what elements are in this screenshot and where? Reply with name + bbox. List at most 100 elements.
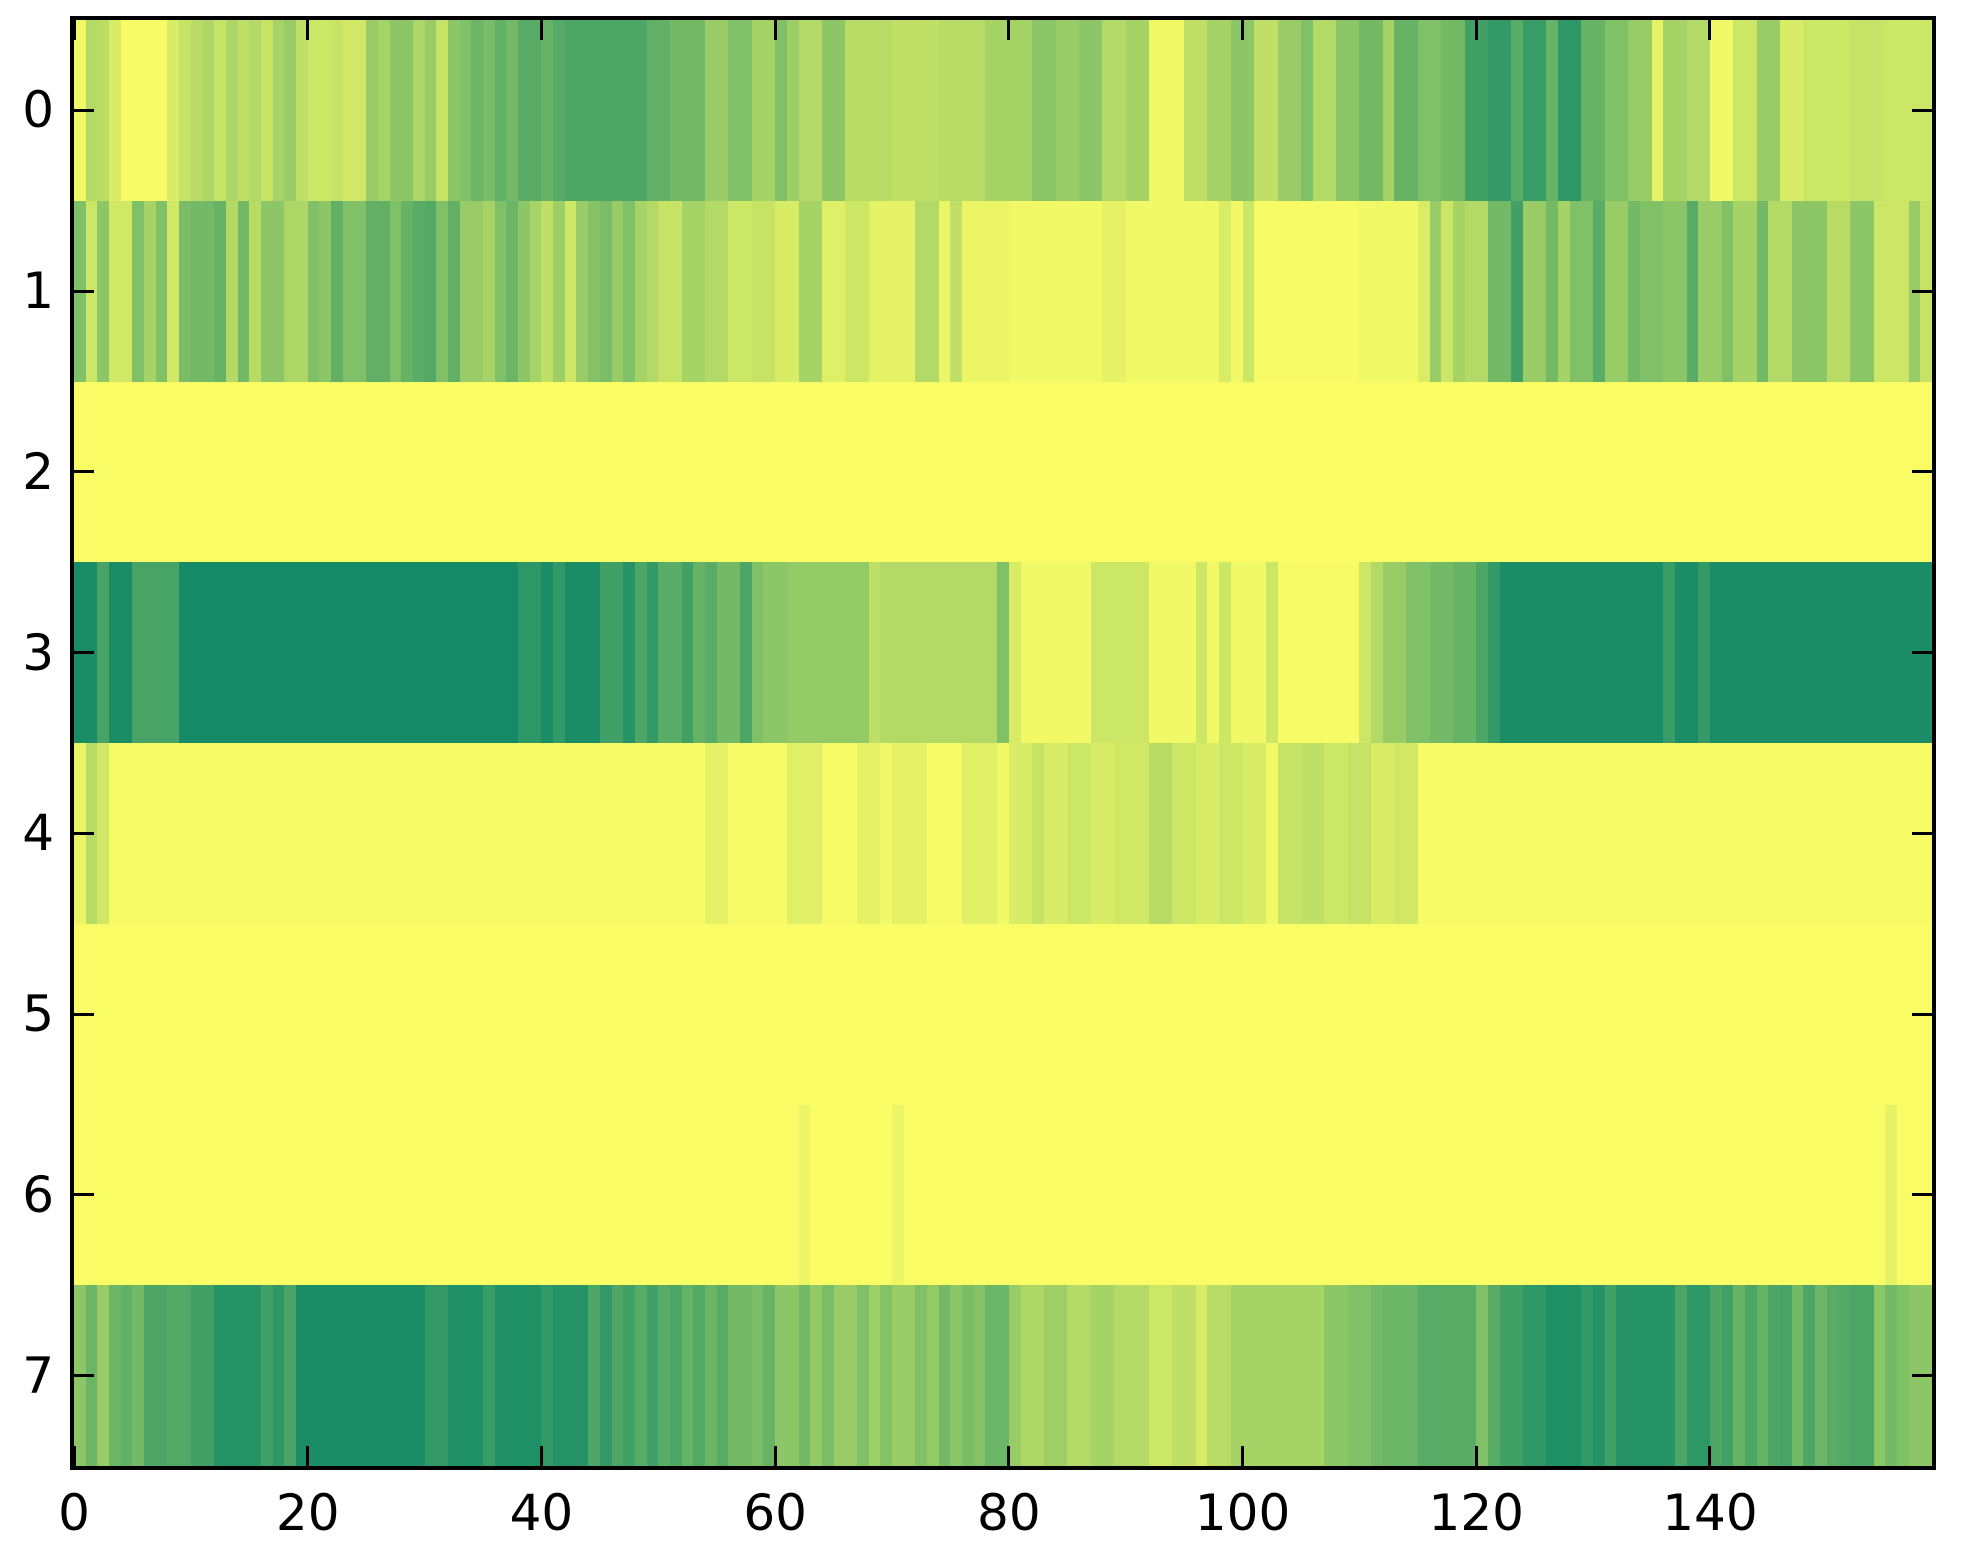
heatmap-cell-segment [366, 200, 391, 383]
heatmap-cell-segment [179, 200, 192, 383]
heatmap-cell-segment [109, 200, 134, 383]
heatmap-cell-segment [623, 1285, 636, 1466]
heatmap-row-4 [74, 743, 1932, 925]
heatmap-cell-segment [553, 20, 566, 202]
x-tick-bottom [1007, 1446, 1011, 1466]
heatmap-cell-segment [1815, 1285, 1828, 1466]
heatmap-cell-segment [167, 1285, 192, 1466]
heatmap-cell-segment [891, 20, 940, 202]
heatmap-cell-segment [459, 200, 484, 383]
heatmap-cell-segment [1663, 20, 1688, 202]
heatmap-cell-segment [1008, 20, 1034, 202]
heatmap-cell-segment [447, 200, 461, 383]
heatmap-cell-segment [786, 562, 870, 744]
heatmap-cell-segment [342, 20, 368, 202]
heatmap-cell-segment [681, 200, 706, 383]
heatmap-cell-segment [1593, 1285, 1606, 1466]
heatmap-cell-segment [214, 200, 227, 383]
heatmap-cell-segment [1406, 562, 1431, 744]
heatmap-cell-segment [1149, 562, 1197, 744]
heatmap-cell-segment [342, 200, 368, 383]
heatmap-cell-segment [646, 200, 660, 383]
axis-ticks-layer [74, 20, 1932, 1466]
heatmap-cell-segment [97, 562, 111, 744]
heatmap-cell-segment [1429, 200, 1443, 383]
heatmap-cell-segment [553, 1285, 590, 1466]
heatmap-cell-segment [576, 200, 590, 383]
heatmap-cell-segment [634, 200, 648, 383]
heatmap-cell-segment [237, 200, 251, 383]
heatmap-cell-segment [482, 200, 496, 383]
heatmap-cell-segment [1546, 20, 1560, 202]
heatmap-cell-segment [705, 562, 718, 744]
heatmap-row-7 [74, 1285, 1932, 1466]
heatmap-cell-segment [1032, 20, 1057, 202]
heatmap-cell-segment [728, 200, 753, 383]
heatmap-cell-segment [868, 200, 917, 383]
heatmap-cell-segment [190, 1285, 216, 1466]
heatmap-cell-segment [1277, 562, 1361, 744]
heatmap-cell-segment [962, 1285, 975, 1466]
heatmap-cell-segment [705, 743, 730, 925]
heatmap-cell-segment [412, 200, 426, 383]
heatmap-cell-segment [1745, 1285, 1758, 1466]
heatmap-row-6 [74, 1104, 1932, 1287]
heatmap-cell-segment [1230, 1285, 1326, 1466]
heatmap-cell-segment [1511, 20, 1524, 202]
heatmap-cell-segment [1733, 20, 1758, 202]
heatmap-cell-segment [856, 743, 882, 925]
heatmap-cell-segment [775, 20, 788, 202]
heatmap-cell-segment [260, 20, 274, 202]
heatmap-cell-segment [1780, 20, 1805, 202]
y-tick-left [74, 470, 94, 474]
heatmap-cell-segment [155, 200, 169, 383]
heatmap-cell-segment [927, 1285, 940, 1466]
heatmap-cell-segment [564, 200, 578, 383]
heatmap-cell-segment [973, 1285, 987, 1466]
heatmap-cell-segment [1674, 562, 1700, 744]
y-tick-left [74, 1374, 94, 1378]
heatmap-cell-segment [167, 20, 181, 202]
x-tick-top [306, 20, 310, 40]
heatmap-cell-segment [1826, 1285, 1840, 1466]
heatmap-cell-segment [1604, 200, 1630, 383]
heatmap-cell-segment [1090, 1285, 1115, 1466]
heatmap-cell-segment [1873, 200, 1910, 383]
heatmap-cell-segment [1698, 200, 1723, 383]
heatmap-cell-segment [179, 20, 192, 202]
heatmap-cell-segment [588, 1285, 601, 1466]
heatmap-cell-segment [1604, 1285, 1618, 1466]
y-tick-left [74, 289, 94, 293]
heatmap-cell-segment [1780, 1285, 1793, 1466]
heatmap-cell-segment [1172, 743, 1197, 925]
heatmap-cell-segment [1102, 20, 1127, 202]
heatmap-cell-segment [693, 562, 706, 744]
x-tick-label: 0 [58, 1484, 90, 1542]
x-tick-label: 120 [1428, 1484, 1524, 1542]
heatmap-cell-segment [938, 20, 987, 202]
heatmap-cell-segment [190, 20, 204, 202]
heatmap-cell-segment [1043, 1285, 1069, 1466]
heatmap-cell-segment [518, 20, 543, 202]
y-tick-label: 7 [22, 1346, 54, 1405]
heatmap-cell-segment [424, 200, 438, 383]
heatmap-cell-segment [1581, 20, 1606, 202]
heatmap-cell-segment [658, 562, 683, 744]
heatmap-cell-segment [109, 562, 134, 744]
heatmap-cell-segment [202, 20, 216, 202]
heatmap-cell-segment [97, 20, 111, 202]
heatmap-cell-segment [529, 200, 543, 383]
heatmap-cell-segment [740, 562, 753, 744]
heatmap-cell-segment [541, 20, 555, 202]
heatmap-cell-segment [249, 200, 262, 383]
heatmap-cell-segment [599, 200, 613, 383]
heatmap-cell-segment [821, 20, 847, 202]
heatmap-cell-segment [1628, 20, 1653, 202]
heatmap-cell-segment [1850, 1285, 1875, 1466]
heatmap-cell-segment [97, 200, 111, 383]
heatmap-cell-segment [436, 20, 449, 202]
heatmap-cell-segment [225, 20, 239, 202]
heatmap-cell-segment [1756, 1285, 1770, 1466]
heatmap-cell-segment [669, 1285, 683, 1466]
heatmap-row-3 [74, 562, 1932, 744]
